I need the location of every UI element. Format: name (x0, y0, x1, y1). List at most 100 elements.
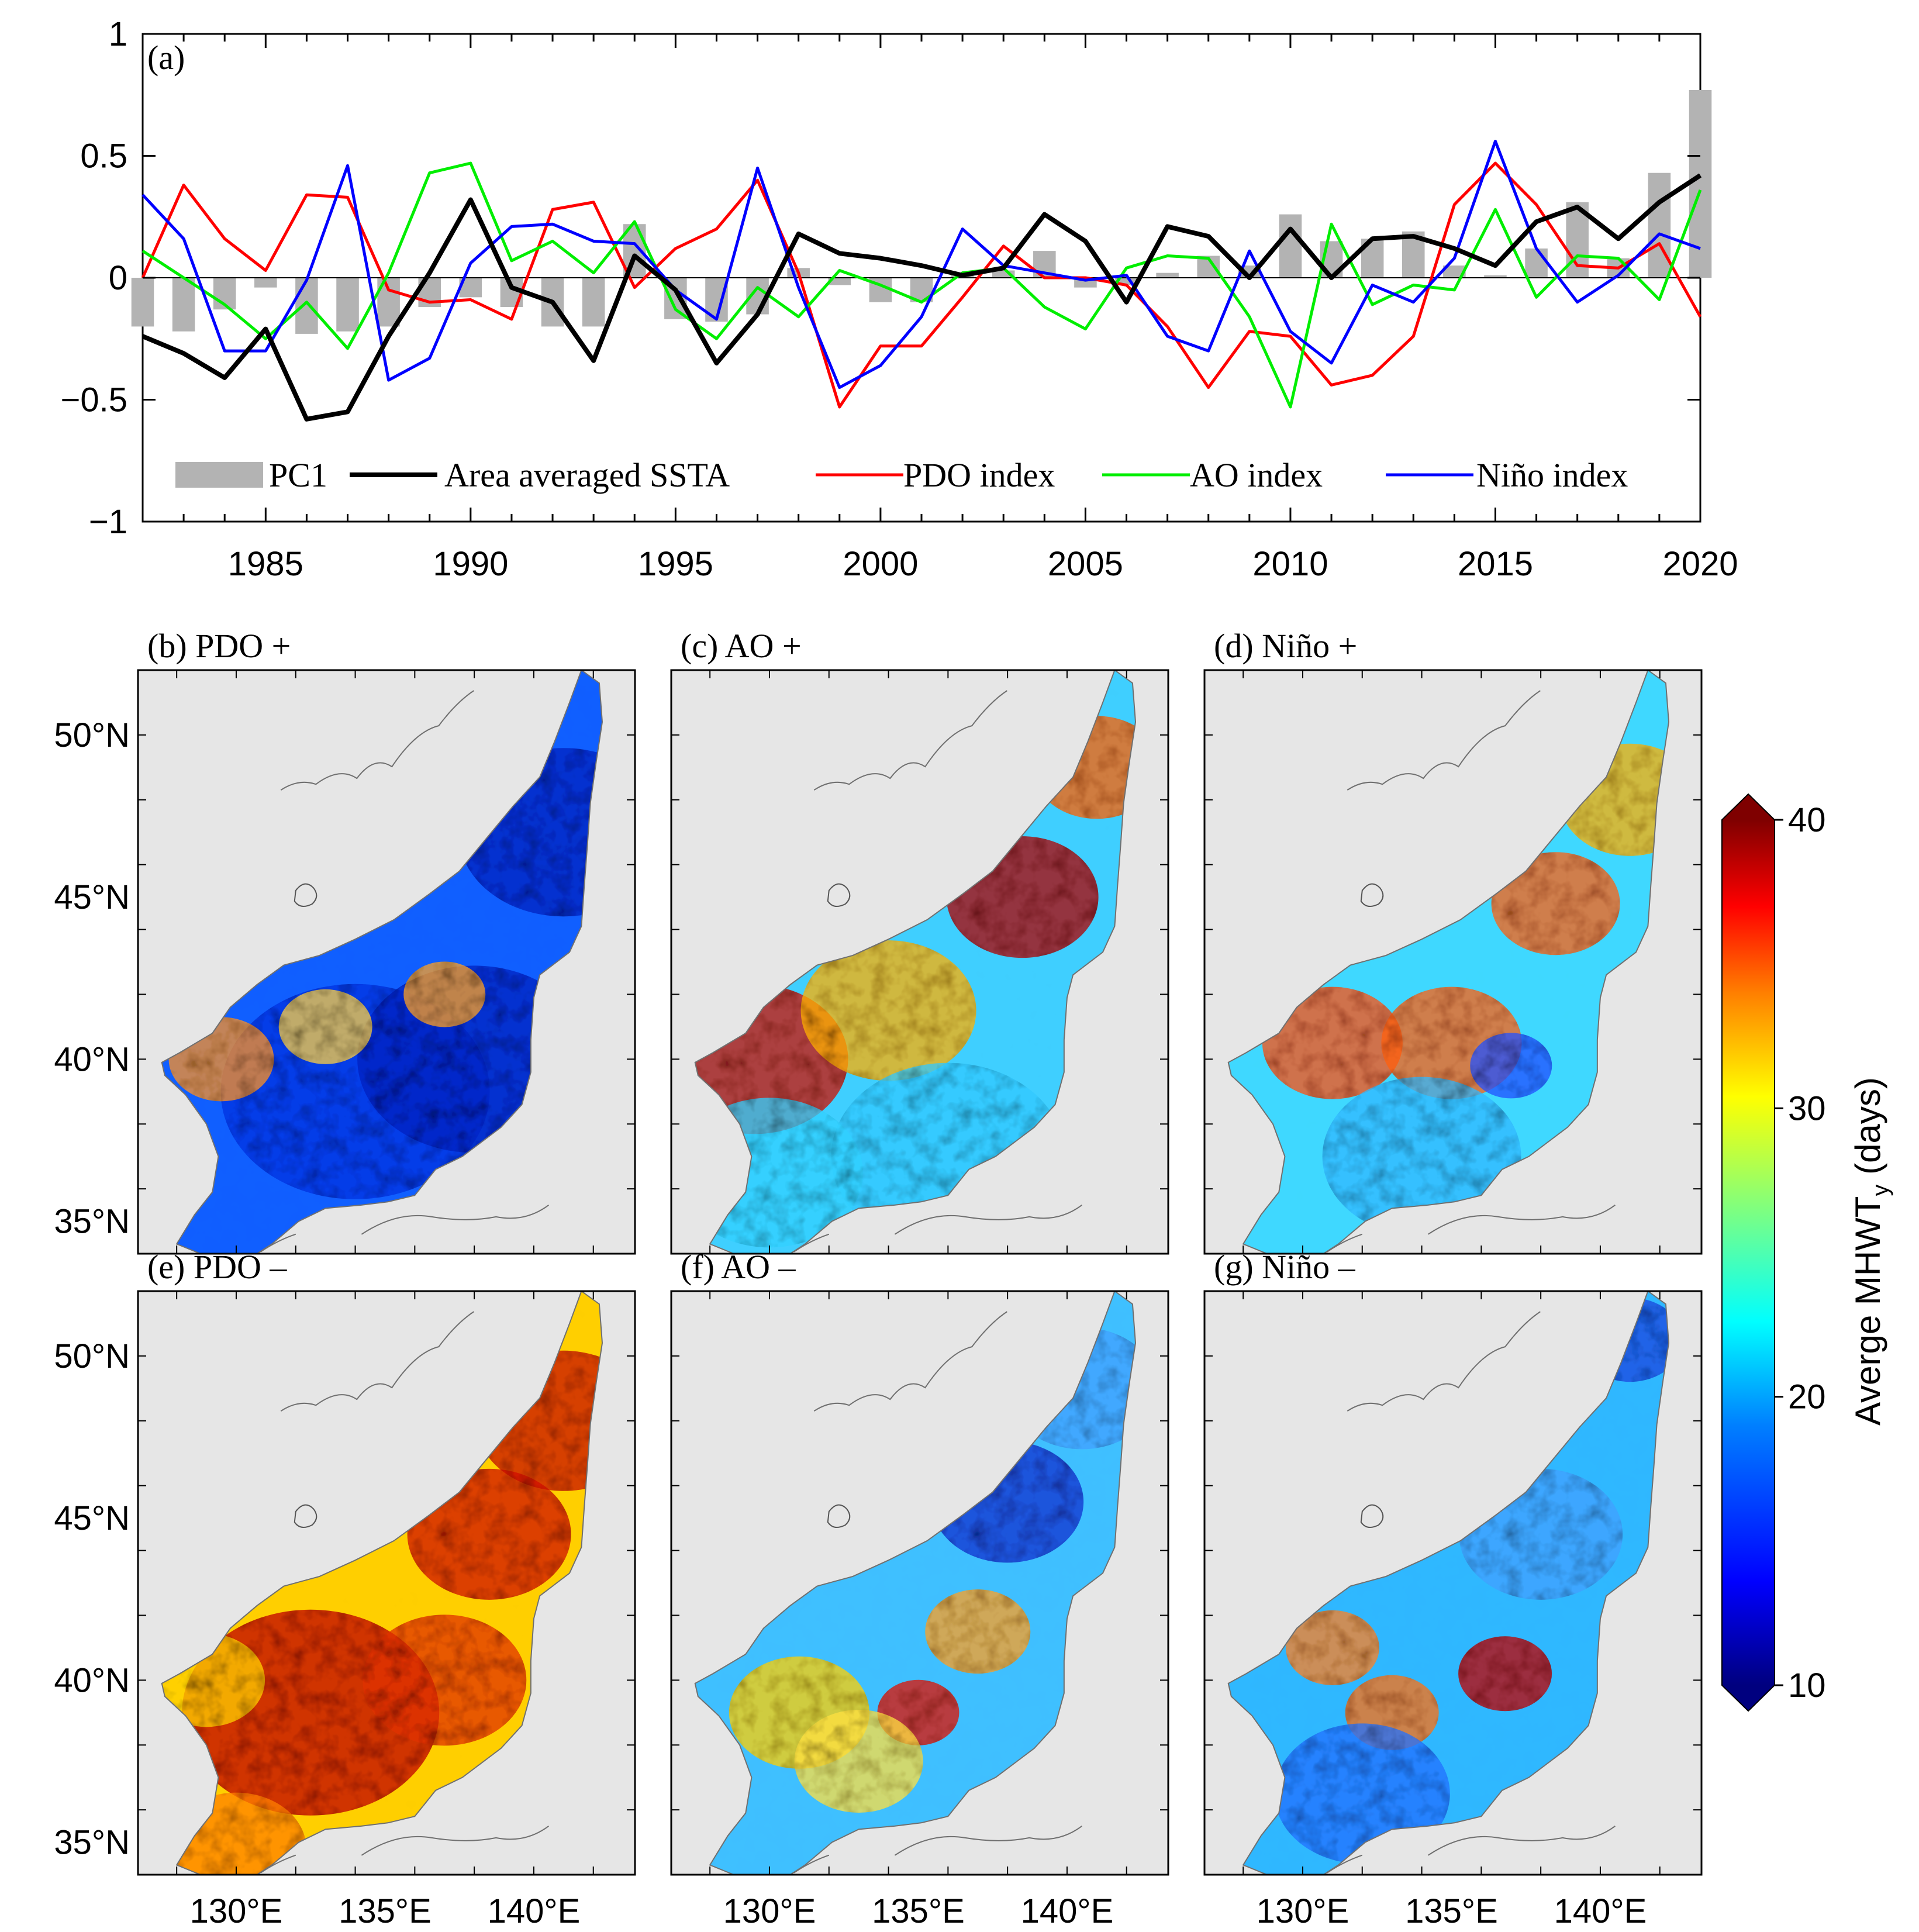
map-panel: (f) AO – 130°E 135°E 140°E (670, 1248, 1169, 1930)
map-frame (670, 1290, 1169, 1876)
colorbar-tick-label: 40 (1788, 801, 1826, 839)
coastline (694, 670, 1137, 1254)
lon-label: 130°E (723, 1892, 816, 1930)
series-line-pdo-index (141, 161, 1702, 409)
lat-label: 50°N (54, 716, 130, 754)
map-panel: (b) PDO + 50°N 45°N 40°N 35°N (54, 627, 636, 1255)
anomaly-patch (363, 1614, 527, 1746)
anomaly-patch (1262, 986, 1403, 1099)
pc1-bar (1484, 275, 1507, 278)
anomaly-patch (800, 940, 976, 1081)
colorbar: 40 30 20 10 Averge MHWTy (days) (1721, 793, 1893, 1712)
legend-label: AO index (1190, 456, 1323, 494)
pc1-bar (172, 278, 195, 332)
colorbar-top-arrow (1722, 794, 1775, 820)
y-tick-label: −0.5 (61, 381, 128, 419)
map-panel-label: (g) Niño – (1214, 1248, 1356, 1286)
honshu-coast (1327, 1826, 1616, 1874)
x-tick-label: 2000 (843, 545, 918, 583)
map-panel-label: (c) AO + (681, 627, 802, 665)
lon-label: 135°E (872, 1892, 965, 1930)
coastline (1227, 670, 1670, 1254)
series-line-ni-o-index (141, 139, 1701, 389)
lat-label: 45°N (54, 878, 130, 916)
map-panel: (e) PDO – 50°N 45°N 40°N 35°N 130°E 135°E 140°E (54, 1248, 636, 1930)
anomaly-patch (1491, 852, 1620, 955)
anomaly-patch (407, 1468, 571, 1600)
river-boundary (813, 1311, 1007, 1412)
lake-khanka (294, 1504, 317, 1529)
pc1-bar (254, 278, 277, 288)
coastline (161, 670, 603, 1254)
lat-label: 35°N (54, 1824, 130, 1862)
pc1-bar (1648, 172, 1671, 278)
lat-label: 40°N (54, 1661, 130, 1699)
pc1-bar (336, 278, 359, 332)
time-series-panel: 1 0.5 0 −0.5 −1 1985 1990 1995 2000 2005 2010 2015… (61, 15, 1738, 583)
lon-label: 130°E (1257, 1892, 1349, 1930)
coastline (1227, 1291, 1670, 1875)
map-panel-label: (d) Niño + (1214, 627, 1357, 665)
x-tick-label: 2015 (1458, 545, 1533, 583)
map-frame (1203, 1290, 1703, 1876)
honshu-coast (793, 1205, 1082, 1253)
pc1-bar (1279, 214, 1302, 278)
panel-label-a: (a) (147, 39, 185, 77)
anomaly-patch (278, 989, 372, 1064)
honshu-coast (793, 1826, 1082, 1874)
map-panel: (d) Niño + (1203, 627, 1703, 1255)
colorbar-tick-label: 20 (1788, 1378, 1826, 1416)
pc1-bar (295, 278, 318, 334)
lat-label: 45°N (54, 1499, 130, 1537)
y-tick-label: 0 (109, 259, 127, 297)
lon-label: 135°E (339, 1892, 432, 1930)
x-tick-label: 1985 (228, 545, 303, 583)
anomaly-patch (403, 961, 486, 1027)
lat-label: 50°N (54, 1337, 130, 1375)
legend: PC1 Area averaged SSTA PDO index AO index Ni… (175, 456, 1628, 494)
anomaly-patch (1285, 1610, 1379, 1685)
legend-label: Area averaged SSTA (444, 456, 730, 494)
coastline (161, 1291, 603, 1875)
pc1-bar (1689, 89, 1712, 278)
map-frame (670, 669, 1169, 1255)
map-frame (137, 1290, 636, 1876)
pc1-bar (582, 278, 605, 327)
lake-khanka (294, 883, 317, 908)
y-tick-label: 0.5 (80, 137, 127, 175)
anomaly-patch (925, 1589, 1031, 1674)
x-tick-label: 2020 (1662, 545, 1738, 583)
map-frame (1203, 669, 1703, 1255)
colorbar-ticks: 40 30 20 10 (1775, 801, 1826, 1705)
river-boundary (1347, 1311, 1541, 1412)
lake-khanka (827, 1504, 851, 1529)
honshu-coast (1327, 1205, 1616, 1253)
lake-khanka (1360, 883, 1384, 908)
series-line-ao-index (141, 161, 1702, 409)
anomaly-patch (1470, 1033, 1552, 1099)
x-tick-label: 2010 (1252, 545, 1328, 583)
pc1-bar (1156, 272, 1179, 278)
map-panel-label: (e) PDO – (147, 1248, 287, 1286)
series-line-area-averaged-ssta (141, 173, 1702, 422)
index-lines (141, 139, 1702, 422)
colorbar-body (1722, 820, 1775, 1685)
honshu-coast (260, 1205, 549, 1253)
river-boundary (280, 1311, 474, 1412)
lon-label: 140°E (488, 1892, 581, 1930)
y-axis-ticks: 1 0.5 0 −0.5 −1 (61, 15, 1700, 541)
coastline (694, 1291, 1137, 1875)
map-panels: (b) PDO + 50°N 45°N 40°N 35°N (c) AO + (d) Niñ… (54, 627, 1703, 1930)
y-tick-label: 1 (109, 15, 127, 53)
anomaly-patch (1322, 1077, 1521, 1236)
pc1-bar (131, 278, 154, 327)
pc1-bar (828, 278, 851, 285)
honshu-coast (260, 1826, 549, 1874)
lake-khanka (827, 883, 851, 908)
pc1-bar (1443, 265, 1466, 278)
colorbar-tick-label: 30 (1788, 1089, 1826, 1127)
river-boundary (813, 690, 1007, 791)
lon-label: 140°E (1554, 1892, 1647, 1930)
map-panel-label: (b) PDO + (147, 627, 291, 665)
